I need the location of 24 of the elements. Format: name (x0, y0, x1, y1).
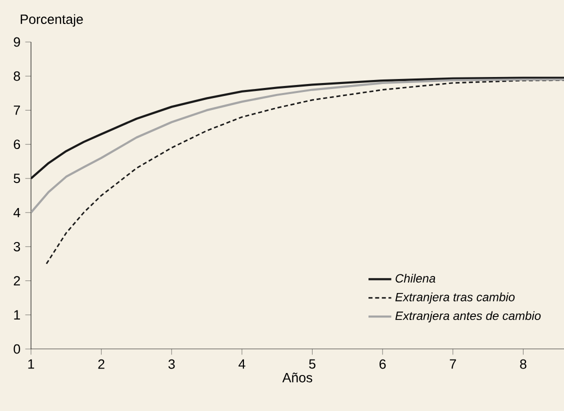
x-tick-label: 7 (450, 359, 456, 369)
y-tick-label: 7 (14, 106, 20, 115)
legend-label: Extranjera antes de cambio (395, 311, 541, 322)
x-tick-label: 6 (380, 359, 386, 369)
y-tick-label: 8 (14, 71, 20, 81)
y-tick-label: 2 (14, 276, 20, 286)
y-axis-title: Porcentaje (20, 14, 83, 27)
x-tick-label: 2 (98, 359, 104, 369)
y-tick-label: 3 (14, 242, 20, 252)
line-series (31, 78, 564, 214)
y-tick-label: 1 (14, 310, 20, 320)
y-tick-label: 6 (14, 140, 20, 150)
legend-label: Chilena (396, 274, 436, 283)
legend-label: Extranjera tras cambio (395, 292, 515, 304)
x-tick-label: 4 (238, 359, 246, 369)
x-tick-label: 5 (309, 359, 316, 369)
x-tick-label: 3 (168, 359, 175, 369)
x-axis-title: Años (282, 372, 312, 382)
x-tick-label: 8 (520, 359, 526, 369)
y-tick-label: 9 (14, 37, 20, 47)
y-tick-label: 4 (13, 208, 20, 218)
y-tick-label: 0 (14, 344, 20, 354)
x-tick-label: 1 (28, 359, 34, 369)
y-tick-label: 5 (14, 174, 20, 184)
